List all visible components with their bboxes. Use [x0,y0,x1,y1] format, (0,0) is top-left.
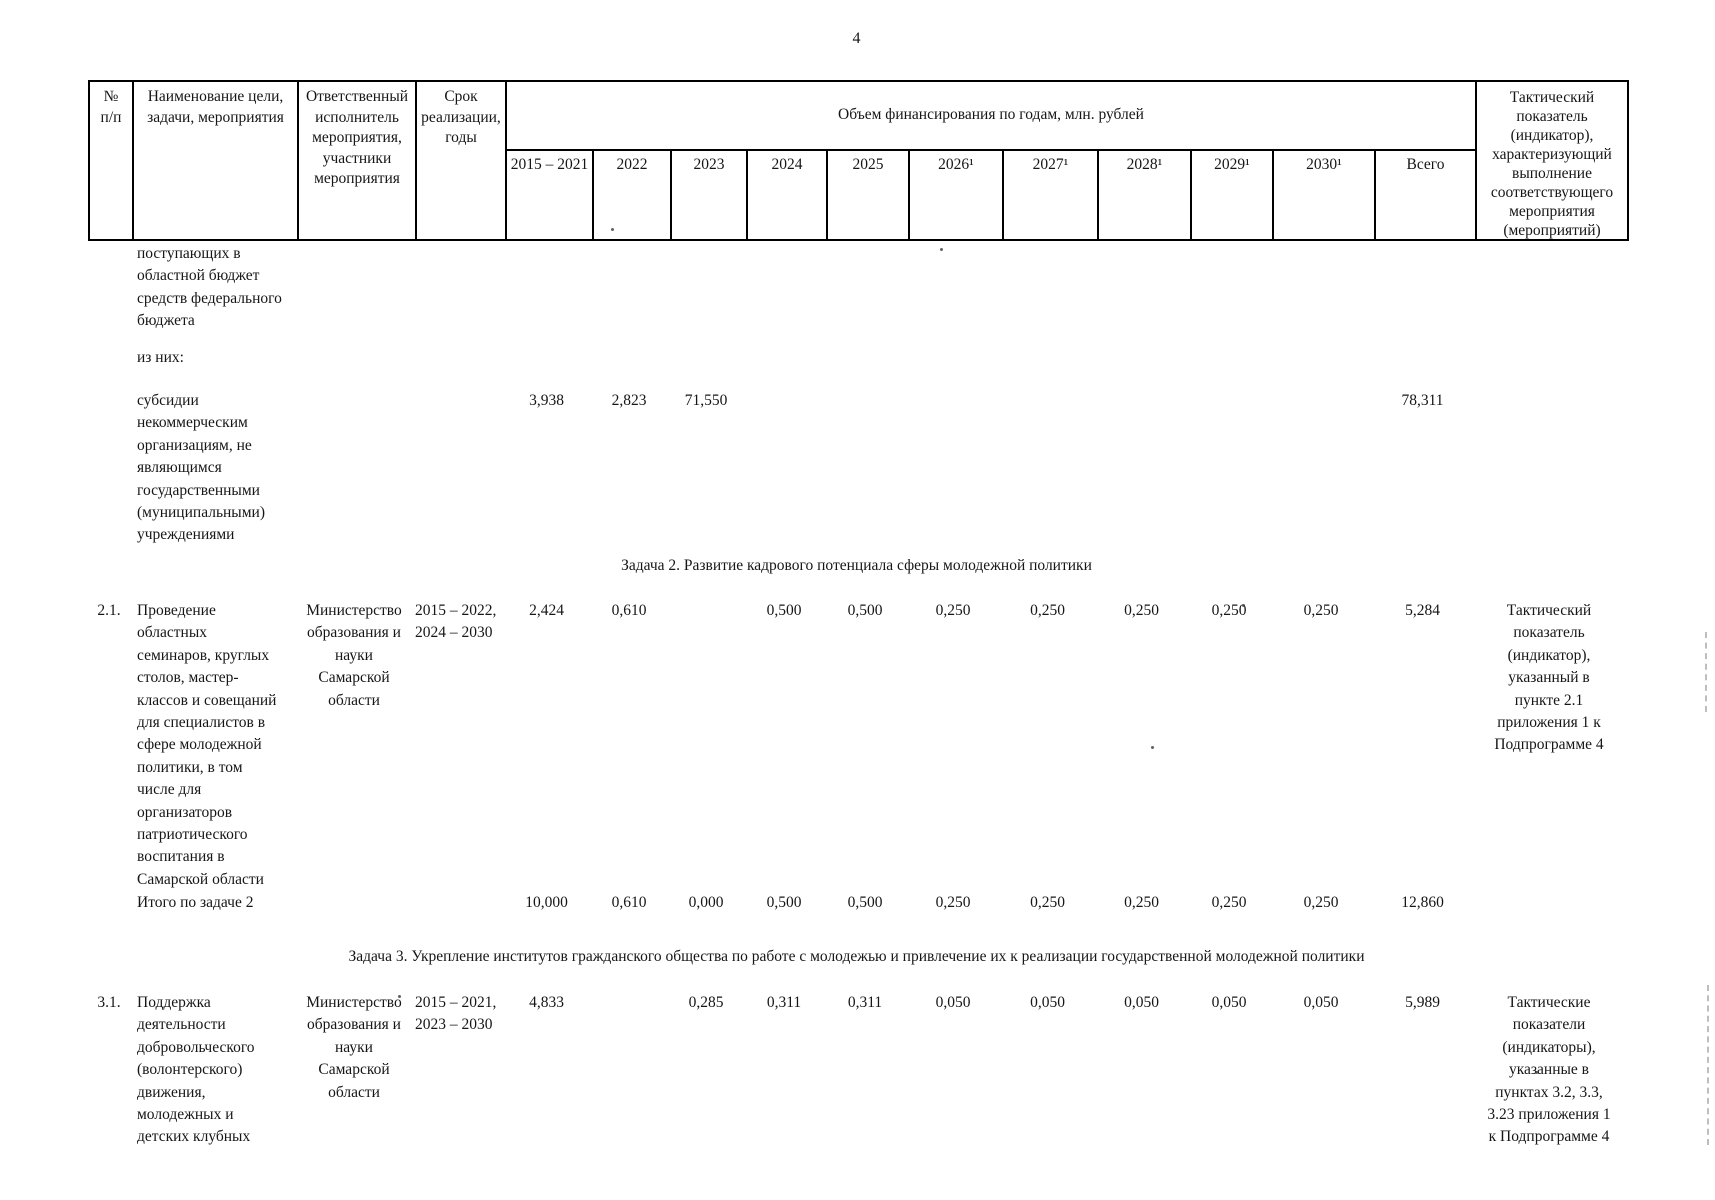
table-row-itogo-task2: Итого по задаче 2 10,000 0,610 0,000 0,5… [88,892,1625,914]
measure-name: Итого по задаче 2 [137,894,254,911]
executor: Министерство образования и науки Самарск… [306,994,402,1101]
scan-artifact [1242,604,1245,607]
value-total: 5,989 [1405,994,1440,1011]
row-number: 2.1. [97,602,121,619]
scan-artifact [1535,1071,1538,1074]
executor: Министерство образования и науки Самарск… [306,602,402,709]
tactical-indicator: Тактические показатели (индикаторы), ука… [1487,994,1611,1146]
value-2030: 0,250 [1303,894,1339,911]
table-row-iz-nih: из них: [88,347,1625,369]
scan-artifact [1705,632,1707,712]
value-2023: 71,550 [684,392,728,409]
value-total: 12,860 [1401,894,1444,911]
header-year-2025: 2025 [826,149,908,239]
measure-name: Проведение областных семинаров, круглых … [137,602,277,888]
value-2030: 0,050 [1303,994,1339,1011]
section-header-task2: Задача 2. Развитие кадрового потенциала … [621,557,1092,574]
table-header: № п/п Наименование цели, задачи, меропри… [88,80,1629,241]
value-2025: 0,500 [847,602,883,619]
value-2026: 0,050 [935,994,971,1011]
header-year-2029: 2029¹ [1190,149,1272,239]
header-year-2023: 2023 [670,149,746,239]
header-year-total: Всего [1374,149,1475,239]
value-2022: 0,610 [611,602,647,619]
scan-artifact [1151,746,1154,749]
value-2027: 0,050 [1030,994,1065,1011]
value-2022: 2,823 [611,392,647,409]
measure-name: субсидии некоммерческим организациям, не… [137,392,265,544]
header-col-number: № п/п [100,88,122,126]
value-2026: 0,250 [935,602,971,619]
value-2015-2021: 2,424 [529,602,564,619]
table-row-2-1: 2.1. Проведение областных семинаров, кру… [88,600,1625,891]
header-year-2024: 2024 [746,149,826,239]
header-col-executor: Ответственный исполнитель мероприятия, у… [297,82,415,239]
value-2025: 0,500 [847,894,883,911]
value-2023: 0,000 [688,894,724,911]
period: 2015 – 2021, 2023 – 2030 [415,994,497,1034]
header-col-indicator: Тактический показатель (индикатор), хара… [1475,82,1627,239]
header-year-2022: 2022 [592,149,670,239]
value-2024: 0,500 [766,602,802,619]
value-2015-2021: 4,833 [529,994,564,1011]
scan-artifact [611,228,614,231]
section-header-task3: Задача 3. Укрепление институтов гражданс… [348,948,1365,965]
scan-artifact [940,248,943,251]
value-2026: 0,250 [935,894,971,911]
value-2015-2021: 3,938 [529,392,564,409]
tactical-indicator: Тактический показатель (индикатор), указ… [1494,602,1604,754]
value-total: 5,284 [1405,602,1440,619]
scan-artifact [1707,985,1709,1145]
value-2028: 0,050 [1124,994,1159,1011]
header-year-2026: 2026¹ [908,149,1002,239]
measure-name: Поддержка деятельности добровольческого … [137,994,255,1146]
table-row-subsidii: субсидии некоммерческим организациям, не… [88,390,1625,547]
value-2029: 0,250 [1211,602,1247,619]
value-2028: 0,250 [1124,894,1159,911]
value-2028: 0,250 [1124,602,1159,619]
header-financing-title: Объем финансирования по годам, млн. рубл… [505,82,1475,149]
value-2030: 0,250 [1303,602,1339,619]
header-year-2030: 2030¹ [1272,149,1374,239]
table-row-3-1: 3.1. Поддержка деятельности добровольчес… [88,992,1625,1149]
value-2024: 0,500 [766,894,802,911]
value-2029: 0,250 [1211,894,1247,911]
measure-name: из них: [137,349,184,366]
row-number: 3.1. [97,994,121,1011]
scan-artifact [398,995,401,998]
header-col-period: Срок реализации, годы [415,82,505,239]
period: 2015 – 2022, 2024 – 2030 [415,602,497,642]
page-number: 4 [852,30,861,47]
value-2023: 0,285 [688,994,724,1011]
table-row-continuation: поступающих в областной бюджет средств ф… [88,243,1625,333]
value-2027: 0,250 [1030,602,1065,619]
value-2015-2021: 10,000 [525,894,568,911]
header-col-name: Наименование цели, задачи, мероприятия [132,82,297,239]
value-2022: 0,610 [611,894,647,911]
value-2029: 0,050 [1211,994,1247,1011]
value-total: 78,311 [1401,392,1444,409]
measure-name: поступающих в областной бюджет средств ф… [137,245,282,330]
header-year-2027: 2027¹ [1002,149,1097,239]
value-2025: 0,311 [847,994,883,1011]
header-year-2015-2021: 2015 – 2021 [505,149,592,239]
value-2024: 0,311 [766,994,802,1011]
value-2027: 0,250 [1030,894,1065,911]
header-year-2028: 2028¹ [1097,149,1190,239]
